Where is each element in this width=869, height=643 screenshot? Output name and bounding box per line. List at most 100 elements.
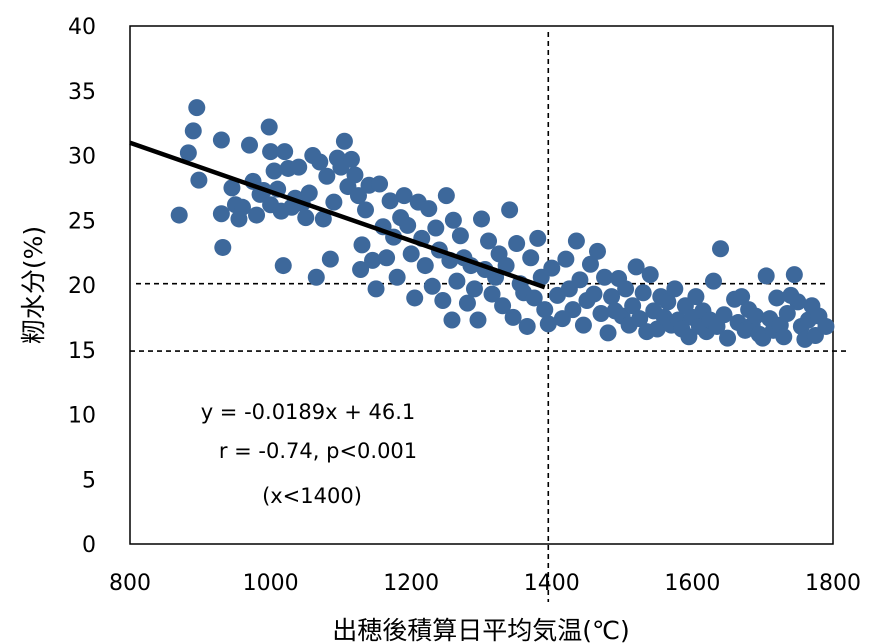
data-point: [588, 242, 606, 260]
data-point: [188, 99, 206, 117]
data-point: [420, 200, 438, 218]
x-tick-label: 1200: [383, 571, 439, 596]
data-point: [311, 153, 329, 171]
data-point: [353, 236, 371, 254]
data-point: [190, 171, 208, 189]
data-point: [596, 268, 614, 286]
data-point: [712, 240, 730, 258]
y-tick-label: 15: [68, 339, 96, 364]
data-point: [617, 280, 635, 298]
y-tick-label: 25: [68, 209, 96, 234]
data-point: [480, 232, 498, 250]
data-point: [399, 216, 417, 234]
data-point: [274, 257, 292, 275]
data-point: [297, 209, 315, 227]
data-point: [416, 257, 434, 275]
data-point: [233, 198, 251, 216]
data-point: [346, 166, 364, 184]
data-point: [497, 257, 515, 275]
data-point: [395, 187, 413, 205]
data-point: [423, 277, 441, 295]
data-point: [581, 255, 599, 273]
data-point: [241, 136, 259, 154]
correlation-label: r = -0.74, p<0.001: [219, 439, 417, 463]
y-tick-label: 0: [82, 533, 96, 558]
data-point: [276, 143, 294, 161]
data-point: [212, 131, 230, 149]
data-point: [817, 317, 835, 335]
data-point: [170, 206, 188, 224]
data-point: [529, 229, 547, 247]
data-point: [265, 162, 283, 180]
data-point: [789, 293, 807, 311]
data-point: [444, 211, 462, 229]
data-point: [223, 179, 241, 197]
data-point: [367, 280, 385, 298]
data-point: [539, 315, 557, 333]
data-point: [719, 329, 737, 347]
data-point: [557, 250, 575, 268]
data-point: [571, 271, 589, 289]
data-point: [666, 280, 684, 298]
data-point: [768, 289, 786, 307]
x-axis-ticks: 800 1000 1200 1400 1600 1800: [109, 571, 861, 596]
x-tick-label: 1600: [664, 571, 720, 596]
data-point: [599, 324, 617, 342]
y-axis-ticks: 0 5 10 15 20 25 30 35 40: [68, 15, 96, 558]
data-point: [715, 306, 733, 324]
data-point: [522, 249, 540, 267]
y-tick-label: 30: [68, 145, 96, 170]
data-point: [314, 210, 332, 228]
x-tick-label: 1000: [243, 571, 299, 596]
data-point: [300, 184, 318, 202]
data-point: [603, 288, 621, 306]
data-point: [371, 175, 389, 193]
y-tick-label: 5: [82, 468, 96, 493]
y-tick-label: 40: [68, 15, 96, 40]
data-point: [443, 311, 461, 329]
data-point: [574, 316, 592, 334]
data-point: [406, 289, 424, 307]
data-point: [775, 328, 793, 346]
data-point: [483, 285, 501, 303]
data-point: [260, 118, 278, 136]
data-point: [448, 272, 466, 290]
data-point: [631, 310, 649, 328]
y-tick-label: 10: [68, 404, 96, 429]
data-point: [687, 288, 705, 306]
data-point: [179, 144, 197, 162]
data-point: [785, 266, 803, 284]
equation-label: y = -0.0189x + 46.1: [201, 400, 416, 424]
data-point: [473, 210, 490, 228]
data-point: [585, 285, 603, 303]
y-tick-label: 35: [68, 80, 96, 105]
data-point: [378, 249, 396, 267]
data-point: [437, 187, 455, 205]
data-point: [508, 235, 526, 253]
data-point: [704, 272, 722, 290]
data-point: [214, 238, 232, 256]
data-point: [342, 150, 360, 168]
data-point: [525, 289, 543, 307]
data-point: [357, 201, 375, 219]
data-point: [494, 297, 512, 315]
data-point: [262, 143, 280, 161]
data-point: [290, 158, 308, 176]
range-condition-label: (x<1400): [262, 484, 362, 508]
data-point: [321, 250, 339, 268]
regression-line-group: [129, 140, 546, 290]
data-point: [757, 267, 775, 285]
x-axis-title: 出穂後積算日平均気温(℃): [332, 616, 630, 643]
data-point: [307, 268, 325, 286]
data-point: [381, 192, 399, 210]
data-point: [248, 206, 266, 224]
data-point: [434, 292, 452, 310]
data-point: [451, 227, 469, 245]
regression-line: [129, 140, 546, 290]
data-point: [504, 308, 522, 326]
data-point: [335, 132, 353, 150]
data-point: [641, 266, 659, 284]
data-point: [352, 260, 370, 278]
data-point: [349, 187, 367, 205]
